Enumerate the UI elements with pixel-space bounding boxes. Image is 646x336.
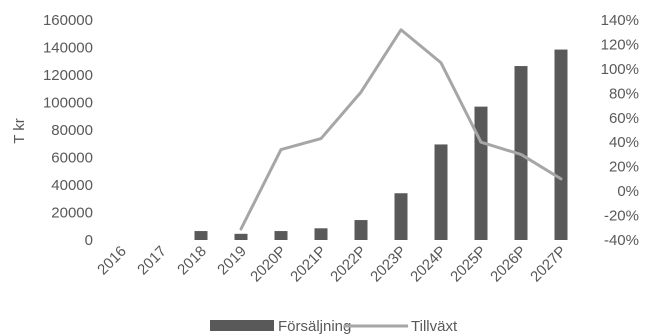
x-tick-label: 2025P (447, 243, 490, 286)
x-tick-label: 2019 (214, 243, 250, 279)
y-right-tick-label: -40% (604, 232, 639, 249)
y-left-tick-label: 40000 (51, 177, 93, 194)
y-left-tick-label: 60000 (51, 150, 93, 167)
bar-2024P (434, 144, 448, 240)
x-tick-label: 2016 (94, 243, 130, 279)
y-right-tick-label: -20% (604, 208, 639, 225)
x-tick-label: 2017 (134, 243, 170, 279)
y-right-tick-label: 80% (609, 85, 639, 102)
x-tick-label: 2022P (327, 243, 370, 286)
bar-2027P (554, 49, 568, 241)
legend-swatch-forsaljning (210, 320, 274, 331)
ticks-group: 0 20000 40000 60000 80000 100000 120000 140000 1… (43, 12, 639, 285)
y-left-tick-label: 80000 (51, 122, 93, 139)
y-right-tick-label: 100% (601, 61, 639, 78)
bar-2023P (394, 193, 408, 240)
y-left-tick-label: 100000 (43, 95, 93, 112)
x-tick-label: 2024P (407, 243, 450, 286)
y-axis-title: T kr (11, 118, 28, 144)
legend-label-forsaljning: Försäljning (278, 318, 351, 335)
legend: Försäljning Tillväxt (210, 318, 458, 335)
y-right-tick-label: 0% (617, 183, 639, 200)
y-right-tick-label: 40% (609, 134, 639, 151)
bar-2021P (314, 228, 328, 240)
x-tick-label: 2027P (527, 243, 570, 286)
y-left-tick-label: 120000 (43, 67, 93, 84)
x-tick-label: 2021P (287, 243, 330, 286)
x-tick-label: 2020P (247, 243, 290, 286)
bar-2018 (194, 231, 208, 240)
y-right-tick-label: 20% (609, 159, 639, 176)
legend-label-tillvaxt: Tillväxt (411, 318, 458, 335)
y-right-tick-label: 120% (601, 36, 639, 53)
x-tick-label: 2023P (367, 243, 410, 286)
bar-2022P (354, 220, 368, 240)
x-tick-label: 2018 (174, 243, 210, 279)
x-tick-label: 2026P (487, 243, 530, 286)
y-right-tick-label: 60% (609, 110, 639, 127)
y-left-tick-label: 0 (85, 232, 93, 249)
y-left-tick-label: 160000 (43, 12, 93, 29)
line-group (239, 28, 563, 231)
line-series-tillvaxt (239, 28, 563, 231)
y-right-tick-label: 140% (601, 12, 639, 29)
y-left-tick-label: 140000 (43, 40, 93, 57)
bars-group (194, 49, 568, 241)
bar-2020P (274, 231, 288, 240)
y-left-tick-label: 20000 (51, 205, 93, 222)
bar-2025P (474, 106, 488, 241)
bar-2019 (234, 233, 248, 240)
